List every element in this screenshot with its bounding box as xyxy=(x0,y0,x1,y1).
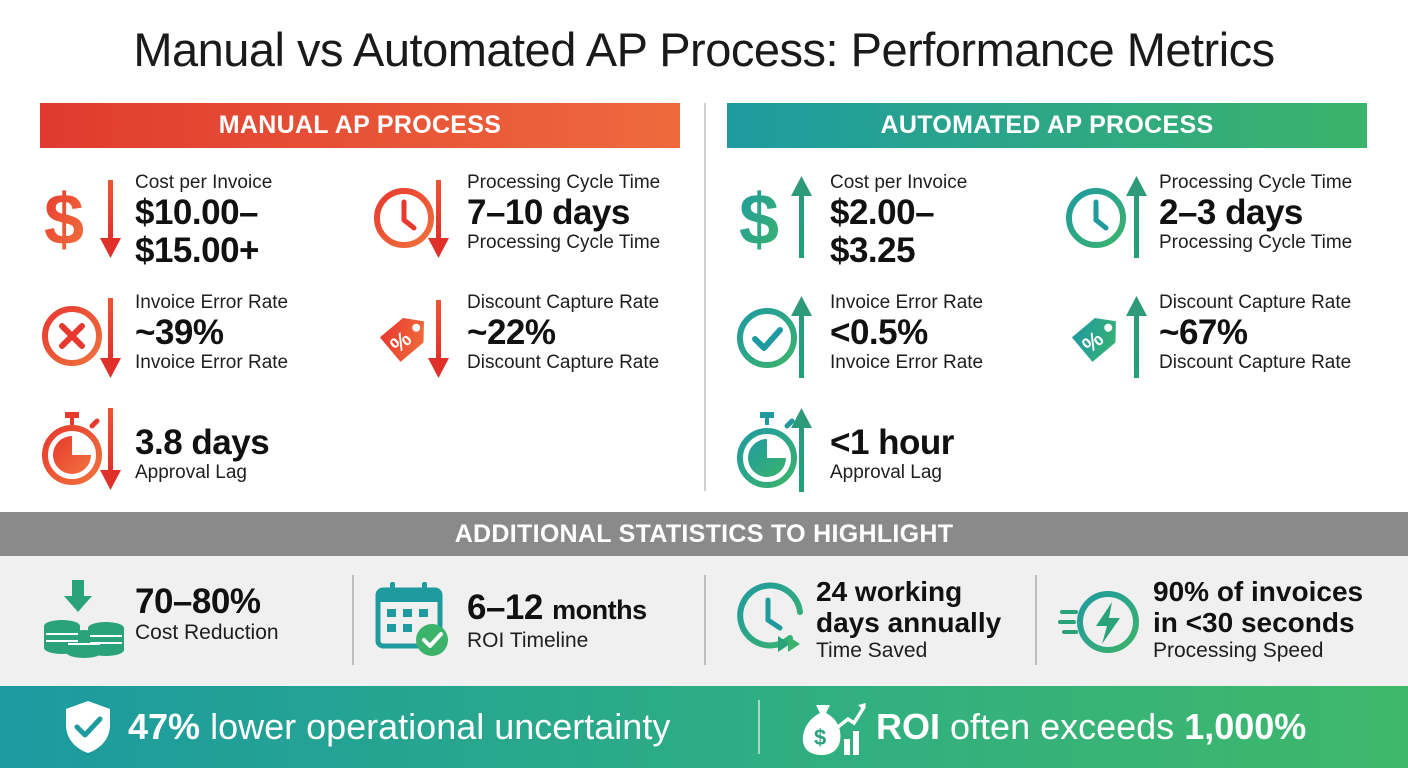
svg-text:$: $ xyxy=(739,180,779,260)
auto-cycle-value: 2–3 days xyxy=(1159,193,1303,232)
additional-stats-heading: ADDITIONAL STATISTICS TO HIGHLIGHT xyxy=(0,512,1408,556)
lightning-speed-icon xyxy=(1058,576,1148,666)
stat-speed-label: Processing Speed xyxy=(1153,639,1324,662)
auto-error-sub: Invoice Error Rate xyxy=(830,352,984,373)
manual-discount-value: ~22% xyxy=(467,313,556,352)
auto-discount-value: ~67% xyxy=(1159,313,1248,352)
stat-processing-speed: 90% of invoices in <30 seconds Processin… xyxy=(1058,556,1388,686)
auto-discount-label: Discount Capture Rate xyxy=(1159,292,1352,313)
stat-cost-reduction-label: Cost Reduction xyxy=(135,621,279,644)
auto-error-value: <0.5% xyxy=(830,313,928,352)
manual-cost-label: Cost per Invoice xyxy=(135,172,273,193)
auto-approval-value: <1 hour xyxy=(830,423,954,462)
stat-divider xyxy=(1035,575,1037,665)
stat-time-saved: 24 working days annually Time Saved xyxy=(728,556,1028,686)
stat-roi-timeline: 6–12 months ROI Timeline xyxy=(372,556,692,686)
footer-right-text: often exceeds xyxy=(940,706,1185,747)
clock-forward-icon xyxy=(728,576,818,666)
footer-right-bold-a: ROI xyxy=(876,706,941,747)
dollar-up-icon: $ xyxy=(735,172,830,272)
svg-text:$: $ xyxy=(814,725,826,750)
stat-roi-unit: months xyxy=(552,595,647,625)
manual-section-heading: MANUAL AP PROCESS xyxy=(40,103,680,148)
auto-cycle-label: Processing Cycle Time xyxy=(1159,172,1353,193)
calendar-check-icon xyxy=(372,576,462,666)
footer-right: $ ROI often exceeds 1,000% xyxy=(800,686,1306,768)
footer-bar xyxy=(0,686,1408,768)
shield-check-icon xyxy=(62,699,114,755)
check-circle-up-icon xyxy=(735,292,830,392)
clock-up-icon xyxy=(1064,172,1159,272)
manual-approval-value: 3.8 days xyxy=(135,423,270,462)
manual-cost-value-line1: $10.00– xyxy=(135,193,259,232)
auto-cost-value-line2: $3.25 xyxy=(830,231,916,270)
svg-text:$: $ xyxy=(44,180,84,260)
manual-cycle-sub: Processing Cycle Time xyxy=(467,232,661,253)
stat-divider xyxy=(704,575,706,665)
footer-left: 47% lower operational uncertainty xyxy=(62,686,670,768)
footer-left-bold: 47% xyxy=(128,706,201,747)
manual-discount-sub: Discount Capture Rate xyxy=(467,352,660,373)
stat-speed-line2: in <30 seconds xyxy=(1153,607,1355,638)
stopwatch-down-icon xyxy=(40,408,135,508)
money-bag-chart-icon: $ xyxy=(800,697,866,757)
footer-divider xyxy=(758,700,760,754)
stat-time-saved-label: Time Saved xyxy=(816,639,928,662)
stat-time-saved-line1: 24 working xyxy=(816,576,963,607)
manual-discount-label: Discount Capture Rate xyxy=(467,292,660,313)
auto-cost-label: Cost per Invoice xyxy=(830,172,968,193)
manual-error-sub: Invoice Error Rate xyxy=(135,352,289,373)
tag-down-icon: % xyxy=(372,292,467,392)
section-divider xyxy=(704,103,706,491)
manual-cost-value-line2: $15.00+ xyxy=(135,231,260,270)
stat-speed-line1: 90% of invoices xyxy=(1153,576,1364,607)
auto-approval-sub: Approval Lag xyxy=(830,462,942,483)
tag-up-icon: % xyxy=(1064,292,1159,392)
manual-cycle-label: Processing Cycle Time xyxy=(467,172,661,193)
stat-roi-value: 6–12 xyxy=(467,588,543,627)
footer-right-bold-b: 1,000% xyxy=(1184,706,1307,747)
auto-error-label: Invoice Error Rate xyxy=(830,292,984,313)
stat-cost-reduction-value: 70–80% xyxy=(135,582,261,621)
manual-cycle-value: 7–10 days xyxy=(467,193,630,232)
auto-cycle-sub: Processing Cycle Time xyxy=(1159,232,1353,253)
dollar-down-icon: $ xyxy=(40,172,135,272)
manual-error-value: ~39% xyxy=(135,313,224,352)
x-circle-down-icon xyxy=(40,292,135,392)
stat-cost-reduction: 70–80% Cost Reduction xyxy=(40,556,340,686)
coins-down-icon xyxy=(40,576,130,666)
stat-divider xyxy=(352,575,354,665)
clock-down-icon xyxy=(372,172,467,272)
footer-left-text: lower operational uncertainty xyxy=(200,706,671,747)
stopwatch-up-icon xyxy=(735,408,830,508)
stat-roi-label: ROI Timeline xyxy=(467,629,589,652)
auto-discount-sub: Discount Capture Rate xyxy=(1159,352,1352,373)
page-title: Manual vs Automated AP Process: Performa… xyxy=(133,23,1275,76)
manual-error-label: Invoice Error Rate xyxy=(135,292,289,313)
auto-cost-value-line1: $2.00– xyxy=(830,193,935,232)
stat-time-saved-line2: days annually xyxy=(816,607,1002,638)
automated-section-heading: AUTOMATED AP PROCESS xyxy=(727,103,1367,148)
manual-approval-sub: Approval Lag xyxy=(135,462,247,483)
